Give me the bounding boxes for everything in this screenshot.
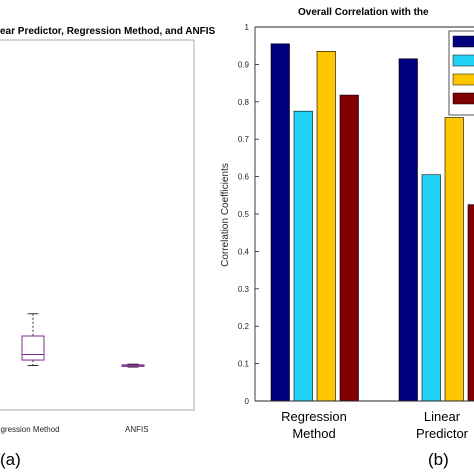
y-tick-label: 0.6 (238, 173, 250, 182)
panel-b-category-labels: Regression Method Linear Predictor (281, 409, 469, 441)
y-tick-label: 1 (245, 23, 250, 32)
bar (316, 51, 336, 402)
panel-a-axes (0, 39, 195, 411)
bar (444, 117, 464, 402)
y-tick-label: 0.8 (238, 98, 250, 107)
bar (270, 43, 290, 402)
legend-swatch (452, 73, 474, 86)
panel-a-title: ear Predictor, Regression Method, and AN… (0, 26, 216, 37)
box-iqr (21, 335, 45, 361)
y-tick-label: 0.5 (238, 210, 250, 219)
box-plot (21, 313, 45, 367)
y-tick-label: 0.4 (238, 247, 250, 256)
panel-b-bars (270, 43, 474, 402)
x-category-label: Linear Predictor (416, 409, 469, 441)
box-plot (121, 363, 145, 368)
panel-a-category-label: ANFIS (125, 425, 149, 434)
y-tick-label: 0 (245, 397, 250, 406)
legend-swatch (452, 54, 474, 67)
bar (293, 110, 313, 402)
bar (398, 58, 418, 402)
legend-swatch (452, 92, 474, 105)
y-tick-label: 0.7 (238, 135, 250, 144)
panel-b-y-axis-label: Correlation Coefficients (220, 163, 231, 267)
bar (421, 174, 441, 402)
bar (467, 204, 474, 402)
bar (339, 94, 359, 402)
panel-b-title: Overall Correlation with the (298, 7, 429, 18)
x-category-label: Regression Method (281, 409, 347, 441)
y-tick-label: 0.9 (238, 60, 250, 69)
panel-b-legend (448, 30, 474, 116)
panel-a-boxes (21, 313, 145, 368)
panel-a-category-label: egression Method (0, 425, 60, 434)
panel-label-a: (a) (0, 450, 21, 469)
legend-swatch (452, 35, 474, 48)
y-tick-label: 0.3 (238, 285, 250, 294)
panel-b-axes-frame (254, 26, 474, 402)
panel-a: ear Predictor, Regression Method, and AN… (0, 26, 216, 434)
panel-label-b: (b) (428, 450, 449, 469)
y-tick-label: 0.2 (238, 322, 250, 331)
y-tick-label: 0.1 (238, 360, 250, 369)
panel-b-y-axis: 0 0.1 0.2 0.3 0.4 0.5 0.6 0.7 0.8 0.9 1 (238, 23, 259, 406)
panel-b: Overall Correlation with the 00.10.20.30… (220, 7, 474, 441)
